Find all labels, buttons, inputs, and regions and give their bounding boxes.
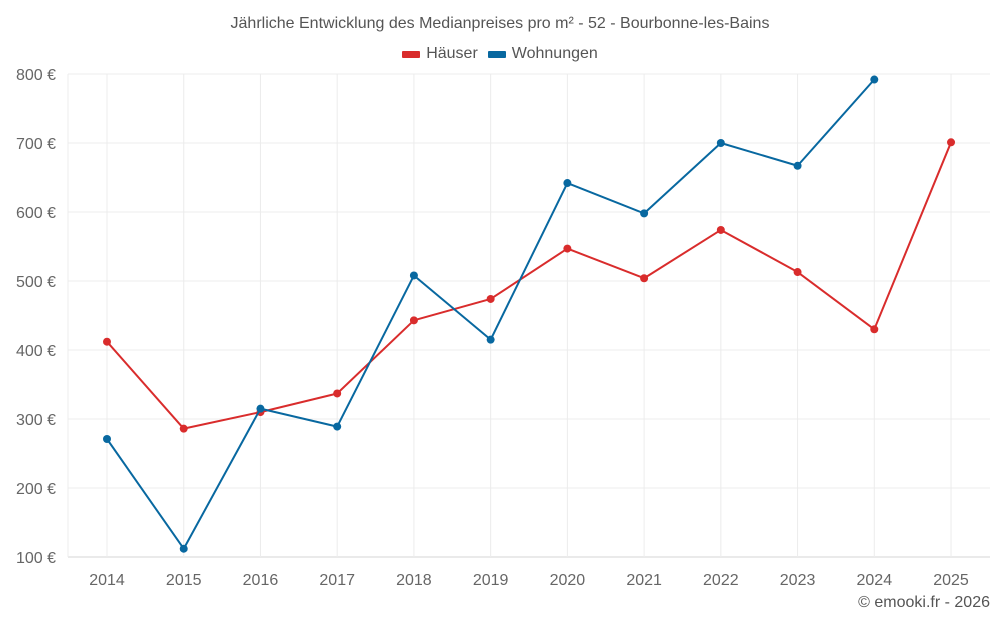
series-line-haeuser xyxy=(106,141,952,430)
data-point[interactable] xyxy=(716,139,725,147)
data-point[interactable] xyxy=(103,435,111,444)
x-tick-label: 2024 xyxy=(857,572,893,589)
data-point[interactable] xyxy=(716,225,725,234)
x-tick-label: 2018 xyxy=(396,572,432,589)
data-point[interactable] xyxy=(486,335,495,344)
data-point[interactable] xyxy=(179,424,188,433)
data-point[interactable] xyxy=(563,244,572,253)
data-point[interactable] xyxy=(793,268,802,277)
legend-swatch-wohnungen xyxy=(487,50,506,58)
data-point[interactable] xyxy=(103,337,111,346)
legend-label-wohnungen: Wohnungen xyxy=(511,45,598,62)
y-tick-label: 200 € xyxy=(16,481,56,498)
x-tick-label: 2021 xyxy=(626,572,662,589)
data-point[interactable] xyxy=(793,161,802,170)
data-point[interactable] xyxy=(409,271,418,280)
x-tick-label: 2025 xyxy=(933,572,969,589)
y-tick-label: 800 € xyxy=(16,67,56,84)
legend-label-haeuser: Häuser xyxy=(426,45,478,62)
data-point[interactable] xyxy=(640,209,649,218)
credit-text: © emooki.fr - 2026 xyxy=(858,594,990,611)
legend-item-haeuser[interactable]: Häuser xyxy=(402,45,478,63)
x-tick-label: 2020 xyxy=(550,572,586,589)
y-tick-label: 300 € xyxy=(16,412,56,429)
y-tick-label: 400 € xyxy=(16,343,56,360)
data-point[interactable] xyxy=(179,544,188,553)
x-tick-label: 2017 xyxy=(319,572,355,589)
y-tick-label: 500 € xyxy=(16,274,56,291)
legend-item-wohnungen[interactable]: Wohnungen xyxy=(487,45,598,63)
data-point[interactable] xyxy=(486,294,495,303)
data-point[interactable] xyxy=(333,389,342,398)
data-point[interactable] xyxy=(947,138,956,147)
data-point[interactable] xyxy=(333,422,342,431)
y-tick-label: 600 € xyxy=(16,205,56,222)
x-tick-label: 2016 xyxy=(243,572,279,589)
x-tick-label: 2023 xyxy=(780,572,816,589)
x-tick-label: 2019 xyxy=(473,572,509,589)
chart-title: Jährliche Entwicklung des Medianpreises … xyxy=(230,15,770,32)
legend-swatch-haeuser xyxy=(402,50,421,58)
x-tick-label: 2014 xyxy=(89,572,125,589)
y-tick-label: 700 € xyxy=(16,136,56,153)
data-point[interactable] xyxy=(409,316,418,325)
legend: Häuser Wohnungen xyxy=(0,45,1000,63)
x-tick-label: 2022 xyxy=(703,572,739,589)
y-tick-label: 100 € xyxy=(16,550,56,567)
data-point[interactable] xyxy=(563,179,572,188)
data-point[interactable] xyxy=(256,404,265,413)
data-point[interactable] xyxy=(640,274,649,283)
data-point[interactable] xyxy=(870,325,879,334)
data-point[interactable] xyxy=(870,75,879,84)
x-tick-label: 2015 xyxy=(166,572,202,589)
